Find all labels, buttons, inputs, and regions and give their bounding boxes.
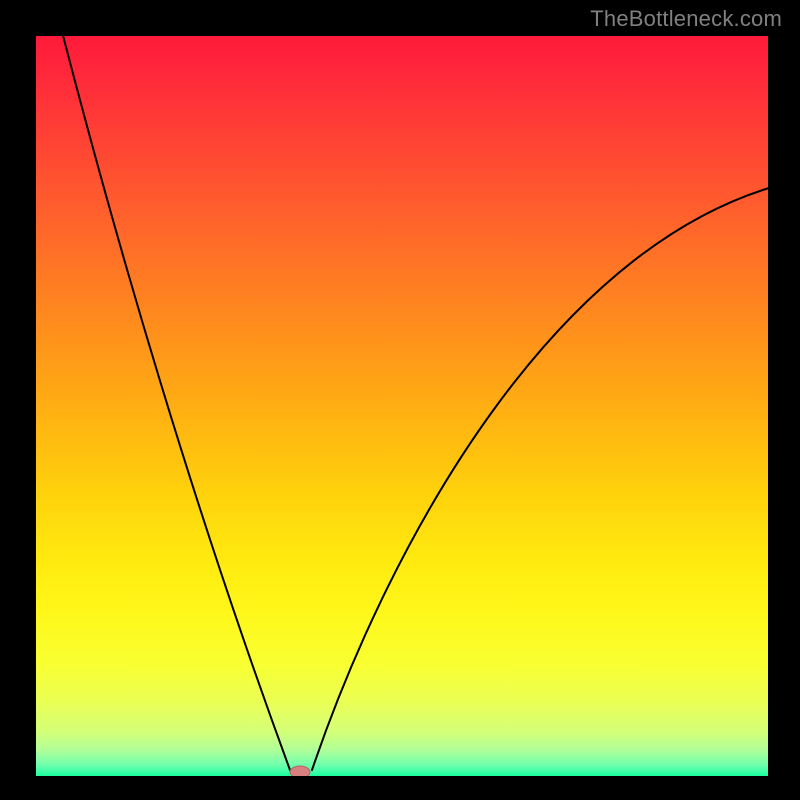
chart-container: TheBottleneck.com <box>0 0 800 800</box>
watermark-text: TheBottleneck.com <box>590 6 782 32</box>
gradient-background <box>36 36 768 776</box>
bottleneck-chart <box>0 0 800 800</box>
